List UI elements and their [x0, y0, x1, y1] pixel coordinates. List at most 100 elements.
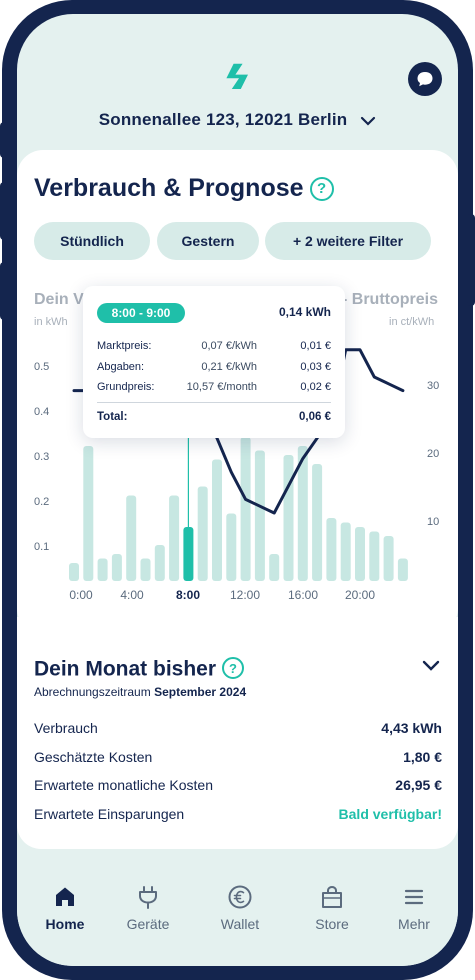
side-button — [0, 182, 8, 240]
bar[interactable] — [355, 527, 365, 581]
chat-button[interactable] — [408, 62, 442, 96]
chart-right-unit: in ct/kWh — [389, 316, 435, 328]
tooltip-row-rate: 0,07 €/kWh — [201, 340, 257, 352]
y-tick-left: 0.5 — [34, 361, 50, 373]
month-row: Verbrauch 4,43 kWh — [34, 720, 442, 740]
filter-more[interactable]: + 2 weitere Filter — [265, 222, 431, 260]
hour-tooltip: 8:00 - 9:00 0,14 kWh Marktpreis: 0,07 €/… — [83, 286, 345, 438]
bar[interactable] — [226, 513, 237, 582]
tooltip-total-row: Total: 0,06 € — [97, 411, 331, 427]
chart-left-unit: in kWh — [34, 316, 68, 328]
bar[interactable] — [83, 446, 94, 581]
tooltip-kwh: 0,14 kWh — [278, 305, 331, 319]
month-row-value: 4,43 kWh — [381, 720, 442, 736]
bar[interactable] — [169, 495, 180, 582]
tooltip-row-value: 0,03 € — [300, 361, 331, 373]
home-icon — [56, 887, 74, 906]
bar[interactable] — [312, 464, 323, 581]
bar[interactable] — [283, 455, 294, 581]
billing-period: Abrechnungszeitraum September 2024 — [34, 685, 246, 699]
bar[interactable] — [297, 446, 308, 581]
tooltip-row: Marktpreis: 0,07 €/kWh 0,01 € — [97, 340, 331, 356]
tooltip-row-label: Abgaben: — [97, 361, 145, 373]
billing-period-value: September 2024 — [154, 685, 247, 699]
month-row-value: 1,80 € — [403, 749, 442, 765]
filter-yesterday[interactable]: Gestern — [157, 222, 259, 260]
bar[interactable] — [326, 518, 337, 581]
y-tick-left: 0.1 — [34, 541, 50, 553]
bar[interactable] — [383, 536, 394, 581]
bottom-navigation: Home Geräte Wallet Store M — [17, 866, 458, 966]
nav-home[interactable]: Home — [30, 884, 100, 932]
y-tick-right: 20 — [427, 448, 440, 460]
month-row-label: Geschätzte Kosten — [34, 749, 153, 765]
bar[interactable] — [126, 495, 137, 582]
tooltip-divider — [97, 402, 331, 403]
bar[interactable] — [212, 459, 222, 582]
nav-more-label: Mehr — [398, 916, 430, 932]
bar[interactable] — [254, 450, 265, 582]
x-tick: 4:00 — [120, 588, 144, 602]
tooltip-row-label: Marktpreis: — [97, 340, 152, 352]
month-title: Dein Monat bisher? — [34, 657, 245, 682]
help-icon[interactable]: ? — [222, 657, 245, 679]
consumption-chart — [69, 348, 408, 582]
month-row-value: 26,95 € — [395, 777, 442, 793]
tooltip-total-value: 0,06 € — [299, 411, 331, 423]
bar[interactable] — [111, 554, 122, 581]
bar[interactable] — [140, 558, 151, 582]
chevron-down-icon[interactable] — [422, 660, 440, 672]
bar[interactable] — [397, 558, 408, 582]
month-card — [17, 617, 458, 849]
nav-wallet[interactable]: Wallet — [205, 884, 275, 932]
tooltip-time-badge: 8:00 - 9:00 — [97, 303, 185, 323]
consumption-title-text: Verbrauch & Prognose — [34, 174, 304, 202]
chevron-down-icon — [361, 116, 376, 126]
bar[interactable] — [69, 563, 79, 581]
tooltip-row-rate: 10,57 €/month — [186, 381, 257, 393]
month-title-text: Dein Monat bisher — [34, 657, 217, 681]
menu-icon — [404, 889, 424, 905]
bar[interactable] — [240, 437, 251, 581]
x-tick: 20:00 — [344, 588, 376, 602]
filter-hourly[interactable]: Stündlich — [34, 222, 150, 260]
tooltip-row-rate: 0,21 €/kWh — [201, 361, 257, 373]
bar[interactable] — [269, 554, 280, 581]
tooltip-row-value: 0,02 € — [300, 381, 331, 393]
month-row: Geschätzte Kosten 1,80 € — [34, 749, 442, 769]
savings-status: Bald verfügbar! — [338, 806, 442, 822]
plug-icon — [139, 886, 157, 909]
side-button — [0, 262, 8, 320]
nav-home-label: Home — [45, 916, 85, 932]
tooltip-row: Abgaben: 0,21 €/kWh 0,03 € — [97, 361, 331, 377]
y-tick-left: 0.4 — [34, 406, 50, 418]
nav-wallet-label: Wallet — [220, 916, 260, 932]
chart-left-label: Dein V — [34, 291, 84, 308]
y-tick-right: 30 — [427, 380, 440, 392]
month-row: Erwartete Einsparungen Bald verfügbar! — [34, 806, 442, 826]
month-row-label: Erwartete monatliche Kosten — [34, 777, 213, 793]
side-button — [0, 122, 8, 158]
bar[interactable] — [369, 531, 380, 582]
y-tick-left: 0.3 — [34, 451, 50, 463]
x-tick: 12:00 — [229, 588, 261, 602]
tooltip-total-label: Total: — [97, 411, 128, 423]
nav-store[interactable]: Store — [297, 884, 367, 932]
x-tick: 0:00 — [69, 588, 93, 602]
nav-devices[interactable]: Geräte — [113, 884, 183, 932]
nav-store-label: Store — [315, 916, 349, 932]
shopping-bag-icon — [322, 886, 342, 908]
app-screen: Sonnenallee 123, 12021 Berlin Verbrauch … — [17, 14, 458, 966]
help-icon[interactable]: ? — [309, 176, 334, 201]
side-button — [467, 214, 475, 306]
bar[interactable] — [154, 545, 165, 581]
month-row-label: Verbrauch — [34, 720, 98, 736]
nav-more[interactable]: Mehr — [379, 884, 449, 932]
tooltip-row-label: Grundpreis: — [97, 381, 155, 393]
bar[interactable] — [97, 558, 108, 582]
tooltip-row: Grundpreis: 10,57 €/month 0,02 € — [97, 381, 331, 397]
euro-coin-icon — [228, 885, 252, 909]
bar[interactable] — [197, 486, 208, 582]
bar[interactable] — [340, 522, 351, 582]
address-selector[interactable]: Sonnenallee 123, 12021 Berlin — [17, 110, 458, 130]
